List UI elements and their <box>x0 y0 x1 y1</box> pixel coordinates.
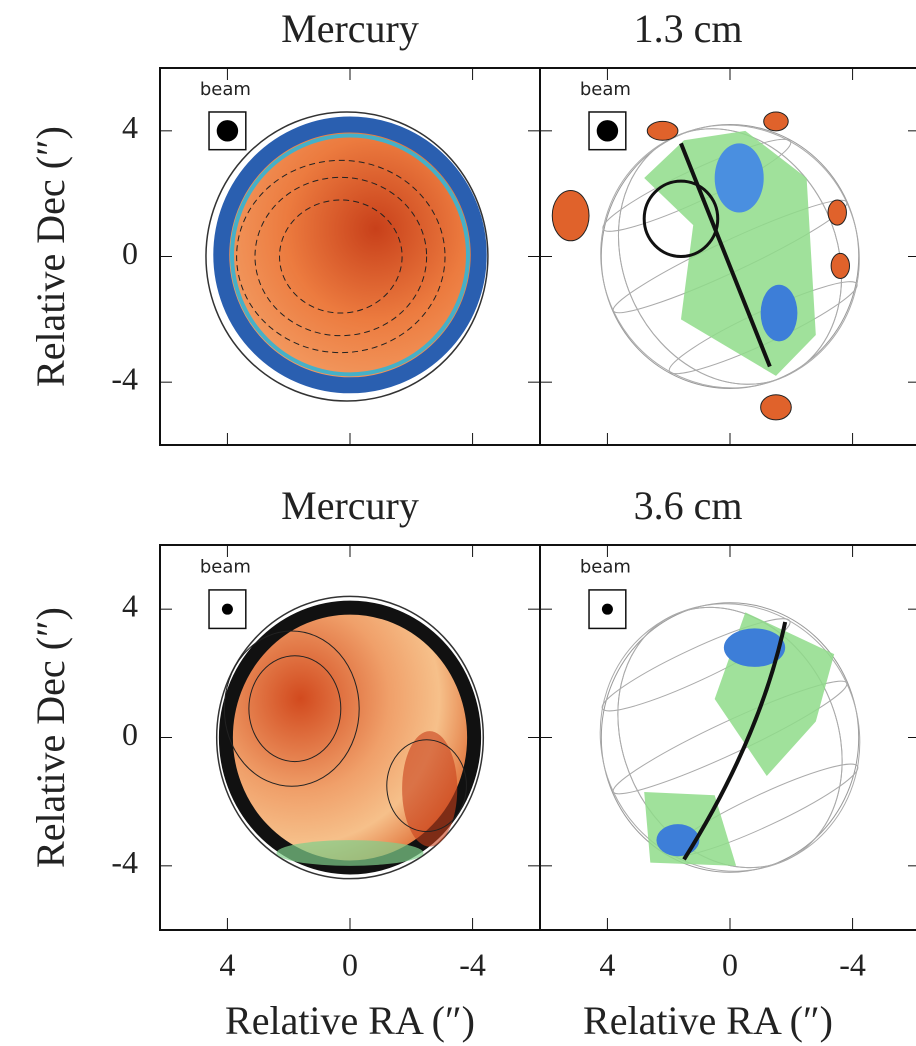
y-tick-label: 4 <box>122 588 138 624</box>
x-tick-label: 4 <box>219 946 235 982</box>
emission-orange <box>647 121 678 140</box>
emission-blue <box>715 143 764 212</box>
disk-edge <box>276 840 423 866</box>
beam <box>217 120 238 141</box>
x-tick-label: 0 <box>342 946 358 982</box>
emission-orange <box>831 253 849 278</box>
panel-image <box>217 596 484 878</box>
beam <box>222 604 233 615</box>
y-axis-label: Relative Dec (″) <box>28 607 73 868</box>
x-axis-label: Relative RA (″) <box>583 998 833 1043</box>
beam <box>597 120 618 141</box>
beam <box>602 604 613 615</box>
y-tick-label: 0 <box>122 716 138 752</box>
y-tick-label: -4 <box>111 361 138 397</box>
figure: beam Mercury 4 0 -4 Relative Dec (″) beam 1.3 c… <box>0 0 916 1046</box>
emission-orange <box>552 191 589 241</box>
emission-orange <box>764 112 789 131</box>
x-tick-label: -4 <box>459 946 486 982</box>
x-tick-label: -4 <box>839 946 866 982</box>
beam-label: beam <box>200 556 251 577</box>
x-axis-label: Relative RA (″) <box>225 998 475 1043</box>
disk-rim <box>221 125 478 386</box>
y-tick-label: -4 <box>111 844 138 880</box>
panel-title: Mercury <box>281 483 419 528</box>
beam-label: beam <box>580 79 631 100</box>
emission-blue <box>656 824 699 856</box>
beam-label: beam <box>580 556 631 577</box>
y-tick-label: 4 <box>122 109 138 145</box>
hot-spot <box>402 731 457 847</box>
emission-orange <box>828 200 846 225</box>
panel-title: Mercury <box>281 6 419 51</box>
panel-title: 3.6 cm <box>634 483 743 528</box>
panel-title: 1.3 cm <box>634 6 743 51</box>
beam-label: beam <box>200 79 251 100</box>
y-tick-label: 0 <box>122 235 138 271</box>
x-tick-label: 0 <box>722 946 738 982</box>
emission-blue <box>761 285 798 342</box>
x-tick-label: 4 <box>599 946 615 982</box>
y-axis-label: Relative Dec (″) <box>28 126 73 387</box>
emission-orange <box>761 395 792 420</box>
panel-image <box>206 112 488 401</box>
